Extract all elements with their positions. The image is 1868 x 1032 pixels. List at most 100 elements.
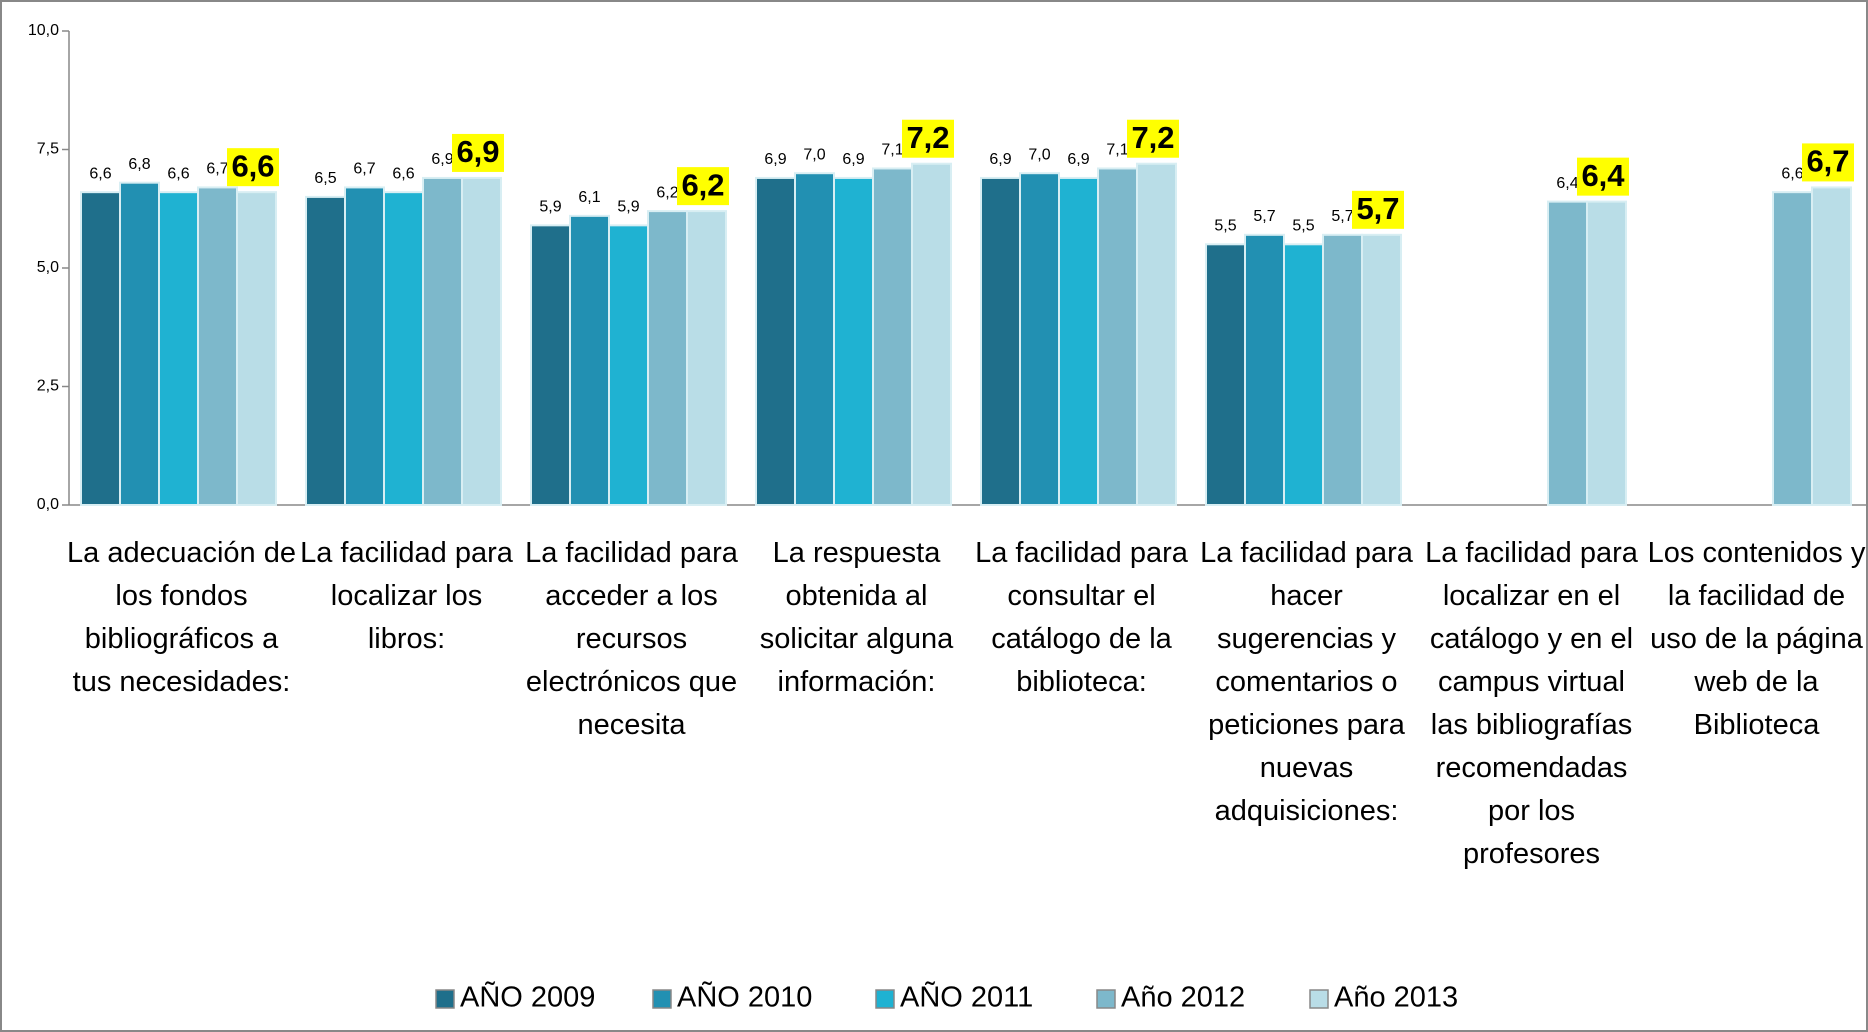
value-label: 7,0 — [1028, 146, 1050, 163]
legend-label: AÑO 2009 — [460, 980, 595, 1014]
x-tick-label: La respuesta obtenida al solicitar algun… — [759, 537, 954, 698]
value-label: 5,5 — [1292, 218, 1314, 235]
value-label: 6,7 — [1806, 144, 1849, 179]
value-label-bg — [902, 119, 954, 158]
bar — [1772, 191, 1813, 506]
bar — [608, 224, 649, 506]
value-label-bg — [1577, 157, 1629, 196]
value-label: 5,5 — [1214, 218, 1236, 235]
value-label: 6,6 — [231, 148, 274, 183]
bar — [422, 176, 463, 506]
y-tick-label: 7,5 — [37, 141, 59, 158]
bar — [1586, 200, 1627, 506]
bar — [236, 191, 277, 506]
x-tick-label: La facilidad para consultar el catálogo … — [975, 537, 1188, 698]
bar — [461, 176, 502, 506]
bar — [647, 210, 688, 506]
bar — [1058, 176, 1099, 506]
value-label: 5,7 — [1356, 191, 1399, 226]
bar — [1811, 186, 1852, 506]
value-label: 7,0 — [803, 146, 825, 163]
value-label: 6,2 — [681, 167, 724, 202]
value-label: 7,1 — [881, 142, 903, 159]
bar — [1244, 233, 1285, 506]
legend-swatch — [1096, 989, 1116, 1009]
legend-label: Año 2012 — [1121, 982, 1245, 1014]
value-label: 6,9 — [1067, 151, 1089, 168]
bar — [794, 172, 835, 506]
value-label: 6,6 — [392, 165, 414, 182]
legend-swatch — [652, 989, 672, 1009]
legend-swatch — [1309, 989, 1329, 1009]
bar — [305, 195, 346, 506]
x-tick-label: La facilidad para hacer sugerencias y co… — [1200, 537, 1413, 827]
value-label: 6,9 — [764, 151, 786, 168]
bar — [1547, 200, 1588, 506]
bar — [872, 167, 913, 507]
value-label: 6,9 — [431, 151, 453, 168]
value-label: 6,9 — [842, 151, 864, 168]
bar — [197, 186, 238, 506]
x-tick-label: La facilidad para acceder a los recursos… — [525, 537, 738, 741]
bar — [755, 176, 796, 506]
value-label-bg — [227, 148, 279, 187]
value-label: 6,6 — [1781, 165, 1803, 182]
value-label: 6,5 — [314, 170, 336, 187]
y-tick-label: 2,5 — [37, 378, 59, 395]
x-tick-label: La adecuación de los fondos bibliográfic… — [67, 537, 296, 698]
y-tick-label: 0,0 — [37, 496, 59, 513]
value-label: 6,9 — [456, 134, 499, 169]
value-label: 7,1 — [1106, 142, 1128, 159]
x-tick-label: La facilidad para localizar en el catálo… — [1425, 537, 1638, 870]
bar — [686, 210, 727, 506]
value-label: 5,7 — [1331, 208, 1353, 225]
value-label: 6,4 — [1581, 158, 1625, 193]
value-label-bg — [1352, 190, 1404, 229]
x-tick-label: Los contenidos y la facilidad de uso de … — [1647, 537, 1866, 741]
bar — [1361, 233, 1402, 506]
bar — [1097, 167, 1138, 507]
value-label: 6,7 — [353, 161, 375, 178]
value-label: 6,6 — [89, 165, 111, 182]
legend-label: AÑO 2010 — [677, 980, 812, 1014]
value-label: 5,9 — [539, 199, 561, 216]
y-tick-label: 10,0 — [28, 22, 59, 39]
bar — [833, 176, 874, 506]
value-label: 6,6 — [167, 165, 189, 182]
bar — [569, 214, 610, 507]
value-label: 6,8 — [128, 156, 150, 173]
value-label: 6,2 — [656, 184, 678, 201]
bar — [158, 191, 199, 506]
bar — [1205, 243, 1246, 507]
value-label: 7,2 — [1131, 120, 1174, 155]
bar — [980, 176, 1021, 506]
value-label: 5,9 — [617, 199, 639, 216]
y-tick-label: 5,0 — [37, 259, 59, 276]
value-label: 6,7 — [206, 161, 228, 178]
bar — [80, 191, 121, 506]
value-label-bg — [452, 133, 504, 172]
legend-label: AÑO 2011 — [900, 980, 1033, 1014]
bar — [1283, 243, 1324, 507]
bar — [530, 224, 571, 506]
legend-swatch — [435, 989, 455, 1009]
value-label: 5,7 — [1253, 208, 1275, 225]
bar — [383, 191, 424, 506]
x-tick-label: La facilidad para localizar los libros: — [300, 537, 513, 655]
bar — [344, 186, 385, 506]
bar — [911, 162, 952, 506]
value-label-bg — [677, 167, 729, 206]
value-label-bg — [1802, 143, 1854, 182]
value-label: 6,1 — [578, 189, 600, 206]
value-label: 6,9 — [989, 151, 1011, 168]
legend-label: Año 2013 — [1334, 982, 1458, 1014]
legend-swatch — [875, 989, 895, 1009]
value-label-bg — [1127, 119, 1179, 158]
value-label: 6,4 — [1556, 175, 1578, 192]
bar — [1322, 233, 1363, 506]
bar — [1019, 172, 1060, 506]
bar — [1136, 162, 1177, 506]
